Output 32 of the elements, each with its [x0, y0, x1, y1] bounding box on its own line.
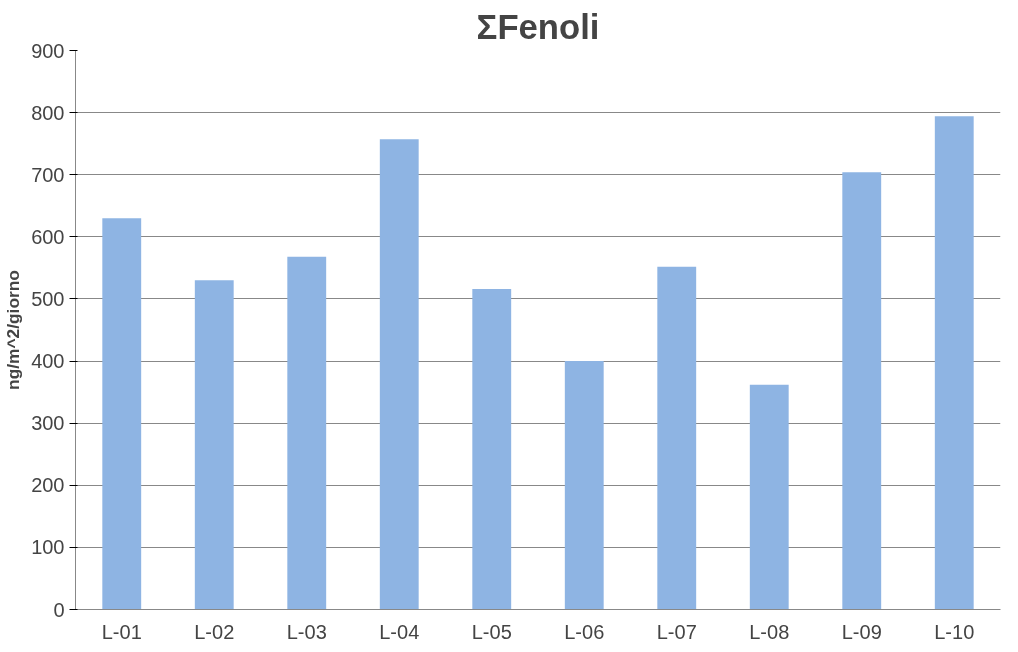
y-tick-label: 600 [31, 225, 65, 248]
x-tick-label: L-08 [749, 620, 790, 643]
bar [657, 266, 697, 610]
x-tick-label: L-03 [286, 620, 327, 643]
bar [472, 289, 512, 610]
x-tick-label: L-09 [841, 620, 882, 643]
x-tick-label: L-02 [194, 620, 235, 643]
x-tick-label: L-04 [379, 620, 420, 643]
chart-title: ΣFenoli [476, 7, 600, 46]
bar [564, 361, 604, 610]
y-tick-label: 800 [31, 101, 65, 124]
y-tick-label: 500 [31, 287, 65, 310]
bar [102, 218, 142, 610]
x-tick-label: L-01 [101, 620, 142, 643]
x-tick-label: L-07 [656, 620, 697, 643]
y-tick-label: 300 [31, 412, 65, 435]
x-tick-label: L-05 [471, 620, 512, 643]
y-tick-label: 700 [31, 163, 65, 186]
y-tick-label: 400 [31, 350, 65, 373]
bar [934, 116, 974, 610]
bar [749, 384, 789, 610]
x-tick-label: L-06 [564, 620, 605, 643]
y-tick-label: 900 [31, 39, 65, 62]
bar [842, 172, 882, 610]
bar [287, 256, 327, 610]
bar [194, 280, 234, 610]
x-tick-label: L-10 [934, 620, 975, 643]
y-tick-label: 100 [31, 536, 65, 559]
y-axis-title: ng/m^2/giorno [3, 270, 24, 390]
y-tick-label: 0 [53, 598, 65, 621]
bar [379, 139, 419, 610]
y-tick-label: 200 [31, 474, 65, 497]
